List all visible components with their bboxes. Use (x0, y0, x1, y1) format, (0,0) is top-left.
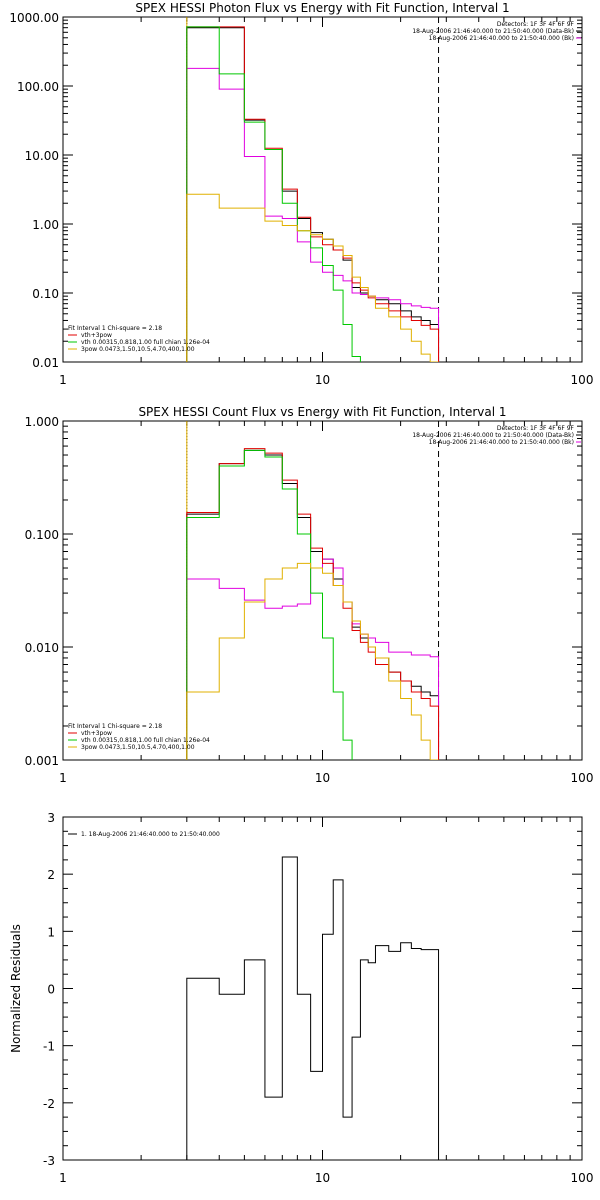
y-tick-label: -1 (43, 1040, 55, 1054)
info-line: Detectors: 1F 3F 4F 6F 9F (497, 21, 575, 28)
plot-frame (62, 420, 583, 761)
y-tick-label: 0.100 (25, 528, 59, 542)
x-tick-label: 1 (59, 771, 67, 785)
legend-entry: Fit Interval 1 Chi-square = 2.18 (68, 723, 162, 730)
chart-title: SPEX HESSI Photon Flux vs Energy with Fi… (135, 1, 509, 15)
series-line-4 (186, 562, 439, 760)
info-line: 18-Aug-2006 21:46:40.000 to 21:50:40.000… (412, 28, 574, 35)
legend-entry: vth+3pow (81, 332, 112, 339)
chart-title: SPEX HESSI Count Flux vs Energy with Fit… (138, 405, 506, 419)
y-tick-label: 0.10 (32, 287, 59, 301)
series-line-1 (186, 67, 440, 362)
info-line: Detectors: 1F 3F 4F 6F 9F (497, 425, 575, 432)
panel-photon: SPEX HESSI Photon Flux vs Energy with Fi… (9, 1, 593, 387)
y-tick-label: 2 (47, 868, 55, 882)
panel-residuals: Normalized Residuals 1 10 100 -3 -2 -1 0 1 2 3 1. 1… (9, 811, 593, 1185)
panel-count: SPEX HESSI Count Flux vs Energy with Fit… (25, 405, 594, 785)
series-line-2 (186, 26, 440, 362)
info-line: 18-Aug-2006 21:46:40.000 to 21:50:40.000… (412, 432, 574, 439)
series-group (186, 448, 440, 760)
y-tick-label: 1000.00 (9, 11, 59, 25)
legend-entry: vth 0.00315,0.818,1.00 full chian 1.26e-… (81, 737, 210, 744)
y-tick-label: 3 (47, 811, 55, 825)
x-tick-label: 100 (571, 1171, 594, 1185)
legend-entry: vth 0.00315,0.818,1.00 full chian 1.26e-… (81, 339, 210, 346)
plot-frame (62, 16, 583, 363)
series-line-0 (186, 449, 440, 760)
series-group (186, 26, 440, 362)
x-tick-label: 1 (59, 373, 67, 387)
x-tick-label: 100 (571, 771, 594, 785)
y-tick-label: 10.00 (25, 149, 59, 163)
y-tick-label: -3 (43, 1154, 55, 1168)
y-tick-label: 0.010 (25, 641, 59, 655)
legend-entry: 3pow 0.0473,1.50,10.5,4.70,400,1.00 (81, 346, 195, 353)
x-tick-label: 10 (315, 771, 330, 785)
series-line-0 (186, 856, 440, 1160)
series-line-3 (186, 449, 353, 760)
series-line-2 (186, 448, 440, 760)
y-tick-label: 1 (47, 925, 55, 939)
x-tick-label: 100 (571, 373, 594, 387)
y-axis-label: Normalized Residuals (9, 924, 23, 1053)
y-tick-label: 1.00 (32, 218, 59, 232)
x-tick-label: 1 (59, 1171, 67, 1185)
y-tick-label: 1.000 (25, 415, 59, 429)
series-group (186, 856, 440, 1160)
legend-entry: 1. 18-Aug-2006 21:46:40.000 to 21:50:40.… (81, 831, 220, 838)
x-tick-label: 10 (315, 373, 330, 387)
series-line-1 (186, 558, 440, 760)
x-tick-label: 10 (315, 1171, 330, 1185)
y-tick-label: 0.001 (25, 754, 59, 768)
legend-entry: Fit Interval 1 Chi-square = 2.18 (68, 325, 162, 332)
series-line-4 (186, 193, 439, 362)
y-tick-label: 0 (47, 983, 55, 997)
info-line: 18-Aug-2006 21:46:40.000 to 21:50:40.000… (429, 35, 574, 42)
y-tick-label: 0.01 (32, 356, 59, 370)
y-tick-label: -2 (43, 1097, 55, 1111)
y-tick-label: 100.00 (17, 80, 59, 94)
legend-entry: vth+3pow (81, 730, 112, 737)
info-line: 18-Aug-2006 21:46:40.000 to 21:50:40.000… (429, 439, 574, 446)
legend-entry: 3pow 0.0473,1.50,10.5,4.70,400,1.00 (81, 744, 195, 751)
